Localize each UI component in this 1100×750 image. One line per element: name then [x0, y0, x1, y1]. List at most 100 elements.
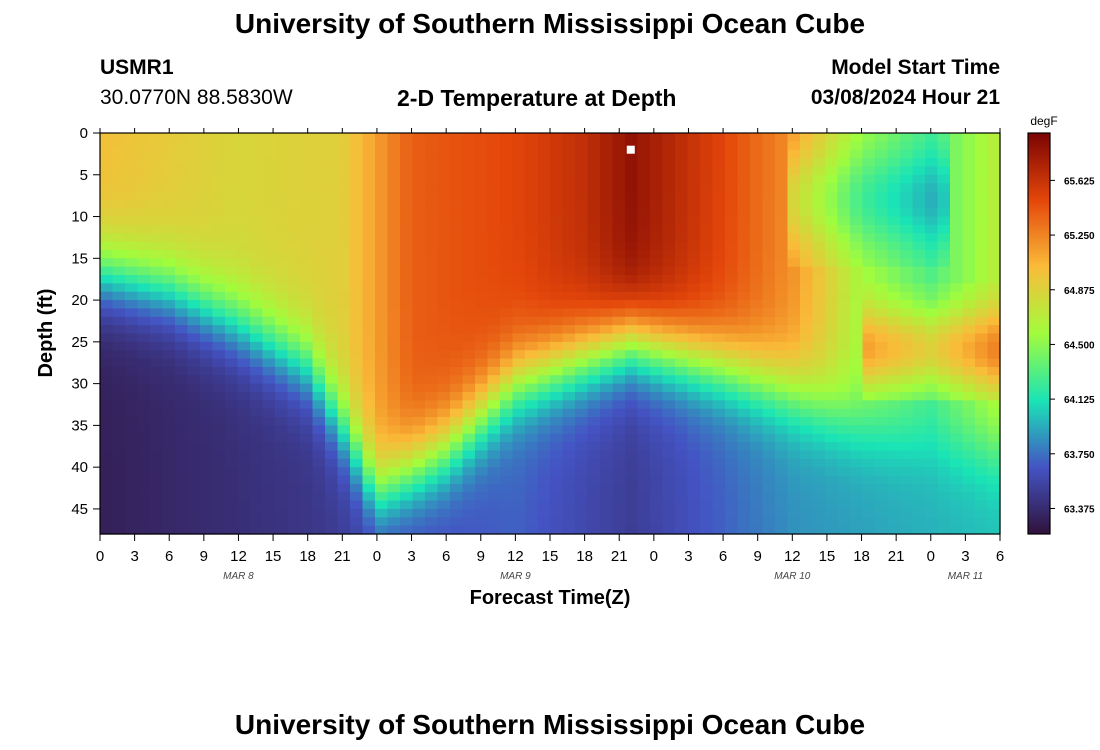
heatmap-cell [700, 199, 714, 209]
heatmap-cell [575, 341, 589, 351]
heatmap-cell [512, 308, 526, 318]
heatmap-cell [300, 425, 314, 435]
heatmap-cell [125, 500, 139, 510]
heatmap-cell [362, 308, 376, 318]
heatmap-cell [450, 417, 464, 426]
heatmap-cell [825, 291, 839, 301]
heatmap-cell [862, 191, 876, 201]
heatmap-cell [612, 450, 626, 460]
heatmap-cell [712, 433, 726, 443]
heatmap-cell [525, 467, 539, 477]
heatmap-cell [687, 400, 701, 410]
heatmap-cell [750, 166, 764, 176]
heatmap-cell [187, 224, 201, 234]
heatmap-cell [912, 325, 926, 335]
heatmap-cell [200, 333, 214, 343]
heatmap-cell [587, 283, 601, 293]
heatmap-cell [300, 216, 314, 226]
x-tick-label: 15 [819, 548, 836, 565]
heatmap-cell [237, 174, 251, 184]
heatmap-cell [912, 216, 926, 226]
heatmap-cell [650, 291, 664, 301]
day-label: MAR 10 [774, 571, 811, 582]
heatmap-cell [825, 508, 839, 518]
heatmap-cell [687, 492, 701, 502]
heatmap-cell [875, 316, 889, 326]
heatmap-cell [275, 375, 289, 385]
heatmap-cell [662, 141, 676, 151]
heatmap-cell [850, 500, 864, 510]
heatmap-cell [487, 442, 501, 452]
heatmap-cell [462, 199, 476, 209]
heatmap-cell [312, 417, 326, 426]
heatmap-cell [162, 433, 176, 443]
heatmap-cell [875, 191, 889, 201]
heatmap-cell [575, 166, 589, 176]
heatmap-cell [175, 417, 189, 426]
heatmap-cell [975, 199, 989, 209]
heatmap-cell [350, 174, 364, 184]
heatmap-cell [700, 450, 714, 460]
heatmap-cell [150, 341, 164, 351]
heatmap-cell [675, 475, 689, 485]
heatmap-cell [525, 174, 539, 184]
heatmap-cell [225, 249, 239, 259]
heatmap-cell [400, 325, 414, 335]
heatmap-cell [450, 308, 464, 318]
heatmap-cell [925, 183, 939, 193]
heatmap-cell [450, 191, 464, 201]
colorbar-gradient [1027, 132, 1051, 535]
heatmap-cell [262, 183, 276, 193]
heatmap-cell [600, 283, 614, 293]
heatmap-cell [862, 300, 876, 310]
heatmap-cell [462, 467, 476, 477]
heatmap-cell [450, 341, 464, 351]
heatmap-cell [325, 266, 339, 276]
heatmap-cell [712, 300, 726, 310]
heatmap-cell [850, 249, 864, 259]
heatmap-cell [500, 224, 514, 234]
heatmap-cell [100, 258, 114, 268]
heatmap-cell [900, 358, 914, 368]
heatmap-cell [787, 375, 801, 385]
heatmap-cell [537, 375, 551, 385]
heatmap-cell [812, 158, 826, 168]
heatmap-cell [537, 174, 551, 184]
heatmap-cell [487, 283, 501, 293]
x-tick-label: 12 [230, 548, 247, 565]
heatmap-cell [162, 191, 176, 201]
heatmap-cell [725, 183, 739, 193]
heatmap-cell [812, 174, 826, 184]
heatmap-cell [287, 408, 301, 418]
heatmap-cell [375, 183, 389, 193]
heatmap-cell [900, 174, 914, 184]
heatmap-cell [875, 199, 889, 209]
heatmap-cell [662, 133, 676, 142]
heatmap-cell [800, 375, 814, 385]
heatmap-cell [837, 500, 851, 510]
heatmap-cell [312, 316, 326, 326]
heatmap-cell [200, 483, 214, 493]
heatmap-cell [837, 391, 851, 401]
heatmap-cell [187, 266, 201, 276]
heatmap-cell [837, 166, 851, 176]
heatmap-cell [525, 308, 539, 318]
heatmap-cell [625, 224, 639, 234]
heatmap-cell [200, 467, 214, 477]
heatmap-cell [212, 417, 226, 426]
heatmap-cell [600, 417, 614, 426]
heatmap-cell [712, 224, 726, 234]
heatmap-cell [137, 425, 151, 435]
heatmap-cell [487, 366, 501, 376]
heatmap-cell [412, 208, 426, 218]
heatmap-cell [475, 241, 489, 251]
colorbar: degF 63.37563.75064.12564.50064.87565.25… [1027, 114, 1095, 535]
heatmap-cell [850, 458, 864, 468]
heatmap-cell [937, 208, 951, 218]
heatmap-cell [437, 458, 451, 468]
heatmap-cell [362, 400, 376, 410]
heatmap-cell [275, 341, 289, 351]
heatmap-cell [112, 525, 126, 535]
heatmap-cell [962, 350, 976, 360]
heatmap-cell [137, 483, 151, 493]
